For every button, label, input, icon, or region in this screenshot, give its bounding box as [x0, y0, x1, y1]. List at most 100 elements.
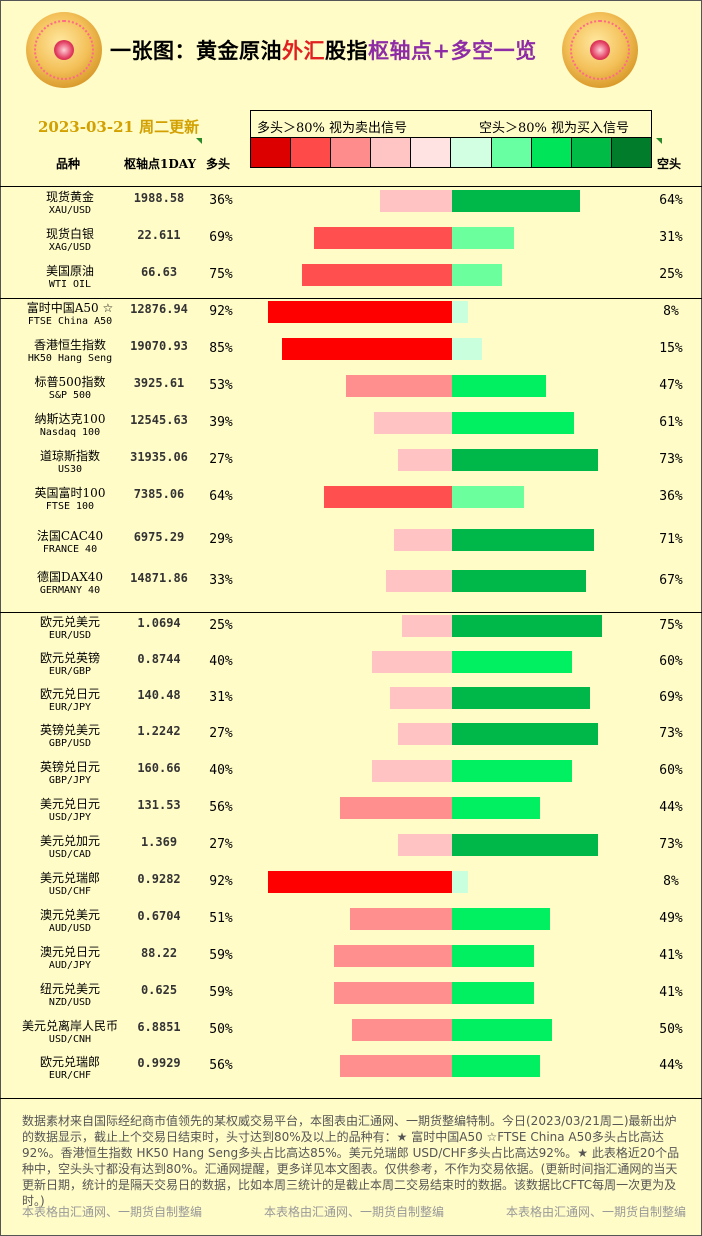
pivot-value: 19070.93: [130, 339, 188, 353]
instrument-name: 欧元兑日元 EUR/JPY: [0, 687, 140, 715]
instrument-name-cn: 德国DAX40: [36, 570, 104, 584]
table-row: 欧元兑美元 EUR/USD 1.0694 25% 75%: [0, 615, 702, 651]
instrument-name-cn: 英国富时100: [34, 486, 106, 500]
long-bar: [334, 945, 452, 967]
legend-swatch: [571, 138, 612, 167]
instrument-name: 美元兑离岸人民币 USD/CNH: [0, 1019, 140, 1047]
update-date: 2023-03-21 周二更新: [38, 118, 200, 136]
short-bar: [452, 529, 594, 551]
instrument-code: S&P 500: [48, 390, 92, 401]
instrument-code: EUR/GBP: [48, 666, 92, 677]
logo-ring: [570, 20, 630, 80]
instrument-code: GBP/USD: [48, 738, 92, 749]
legend-swatch: [331, 138, 372, 167]
long-percent-label: 92%: [209, 304, 233, 319]
short-percent-label: 73%: [659, 837, 683, 852]
pivot-value: 131.53: [137, 798, 181, 812]
table-row: 标普500指数 S&P 500 3925.61 53% 47%: [0, 375, 702, 411]
short-percent-label: 69%: [659, 690, 683, 705]
table-row: 英镑兑美元 GBP/USD 1.2242 27% 73%: [0, 723, 702, 759]
short-percent-label: 44%: [659, 1058, 683, 1073]
long-percent-label: 33%: [209, 573, 233, 588]
short-percent-label: 44%: [659, 800, 683, 815]
long-percent-label: 31%: [209, 690, 233, 705]
chart-title: 一张图：黄金原油外汇股指枢轴点+多空一览: [110, 35, 537, 65]
section-divider: [0, 1098, 702, 1099]
instrument-name: 欧元兑美元 EUR/USD: [0, 615, 140, 643]
long-percent-label: 85%: [209, 341, 233, 356]
long-percent-label: 39%: [209, 415, 233, 430]
long-percent-label: 25%: [209, 618, 233, 633]
short-bar: [452, 375, 546, 397]
instrument-name: 美国原油 WTI OIL: [0, 264, 140, 292]
legend-swatch: [411, 138, 452, 167]
table-row: 美国原油 WTI OIL 66.63 75% 25%: [0, 264, 702, 300]
short-percent-label: 49%: [659, 911, 683, 926]
short-percent-label: 8%: [663, 874, 679, 889]
table-row: 澳元兑日元 AUD/JPY 88.22 59% 41%: [0, 945, 702, 981]
long-bar: [402, 615, 452, 637]
instrument-code: USD/CHF: [48, 886, 92, 897]
table-row: 富时中国A50 ☆ FTSE China A50 12876.94 92% 8%: [0, 301, 702, 337]
column-header-pivot: 枢轴点1DAY: [124, 157, 197, 171]
instrument-name-cn: 欧元兑瑞郎: [39, 1055, 100, 1069]
short-bar: [452, 301, 468, 323]
instrument-name-cn: 法国CAC40: [36, 529, 104, 543]
title-part-5: +多空一览: [432, 38, 537, 63]
long-bar: [350, 908, 452, 930]
pivot-value: 1.0694: [137, 616, 181, 630]
legend-swatch: [291, 138, 332, 167]
long-bar: [268, 301, 452, 323]
corner-marker-icon: [656, 138, 662, 144]
table-row: 澳元兑美元 AUD/USD 0.6704 51% 49%: [0, 908, 702, 944]
instrument-name-cn: 英镑兑美元: [39, 723, 100, 737]
instrument-code: EUR/USD: [48, 630, 92, 641]
long-percent-label: 29%: [209, 532, 233, 547]
legend-box: 多头＞80% 视为卖出信号 空头＞80% 视为买入信号: [250, 110, 652, 138]
short-percent-label: 73%: [659, 726, 683, 741]
long-percent-label: 40%: [209, 654, 233, 669]
instrument-name: 纽元兑美元 NZD/USD: [0, 982, 140, 1010]
instrument-name-cn: 美元兑瑞郎: [39, 871, 100, 885]
instrument-code: FTSE China A50: [27, 316, 113, 327]
legend-swatch: [371, 138, 412, 167]
logo-left: [26, 12, 102, 88]
instrument-name-cn: 澳元兑美元: [39, 908, 100, 922]
table-row: 欧元兑日元 EUR/JPY 140.48 31% 69%: [0, 687, 702, 723]
long-percent-label: 50%: [209, 1022, 233, 1037]
short-percent-label: 8%: [663, 304, 679, 319]
long-percent-label: 36%: [209, 193, 233, 208]
instrument-code: EUR/JPY: [48, 702, 92, 713]
instrument-name: 法国CAC40 FRANCE 40: [0, 529, 140, 557]
instrument-name-cn: 富时中国A50 ☆: [26, 301, 114, 315]
short-percent-label: 31%: [659, 230, 683, 245]
long-percent-label: 27%: [209, 452, 233, 467]
instrument-name: 标普500指数 S&P 500: [0, 375, 140, 403]
legend-swatch: [531, 138, 572, 167]
column-header-short: 空头: [657, 157, 682, 171]
pivot-value: 6975.29: [133, 530, 185, 544]
instrument-name: 澳元兑日元 AUD/JPY: [0, 945, 140, 973]
instrument-name-cn: 标普500指数: [34, 375, 106, 389]
table-row: 美元兑加元 USD/CAD 1.369 27% 73%: [0, 834, 702, 870]
section-divider: [0, 612, 702, 613]
short-percent-label: 15%: [659, 341, 683, 356]
short-bar: [452, 651, 572, 673]
long-percent-label: 27%: [209, 837, 233, 852]
instrument-name: 英镑兑美元 GBP/USD: [0, 723, 140, 751]
instrument-name-cn: 美元兑日元: [39, 797, 100, 811]
table-row: 现货白银 XAG/USD 22.611 69% 31%: [0, 227, 702, 263]
column-header-long: 多头: [206, 157, 231, 171]
long-percent-label: 27%: [209, 726, 233, 741]
instrument-name: 道琼斯指数 US30: [0, 449, 140, 477]
long-percent-label: 69%: [209, 230, 233, 245]
instrument-name-cn: 现货黄金: [45, 190, 94, 204]
pivot-value: 1.2242: [137, 724, 181, 738]
pivot-value: 0.6704: [137, 909, 181, 923]
pivot-value: 7385.06: [133, 487, 185, 501]
pivot-value: 66.63: [140, 265, 178, 279]
short-bar: [452, 190, 580, 212]
long-percent-label: 53%: [209, 378, 233, 393]
table-row: 英镑兑日元 GBP/JPY 160.66 40% 60%: [0, 760, 702, 796]
long-bar: [390, 687, 452, 709]
